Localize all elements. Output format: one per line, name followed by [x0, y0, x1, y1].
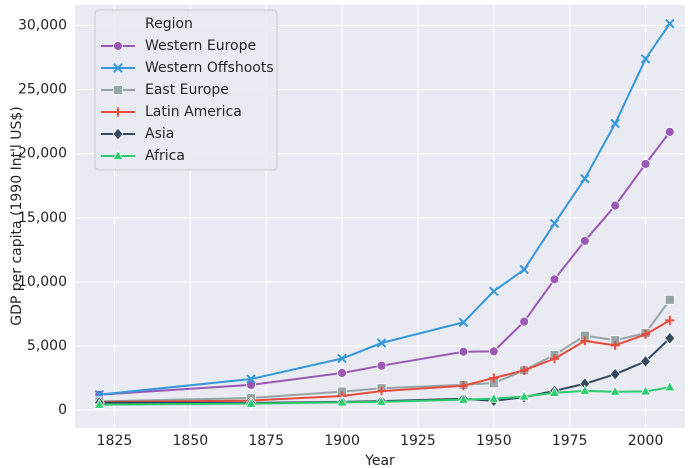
legend-label: Africa	[145, 148, 185, 164]
y-tick-label: 10,000	[18, 274, 67, 290]
marker	[113, 63, 123, 73]
x-tick-label: 1875	[248, 433, 284, 449]
legend-label: Western Offshoots	[145, 60, 274, 76]
x-axis-label: Year	[364, 453, 395, 468]
marker	[376, 338, 387, 348]
legend-label: Asia	[145, 126, 174, 142]
marker	[113, 85, 123, 95]
marker	[580, 173, 590, 184]
marker	[664, 294, 675, 305]
marker	[377, 386, 387, 396]
marker	[112, 127, 124, 141]
marker	[519, 264, 529, 275]
marker	[376, 360, 387, 371]
y-tick-label: 25,000	[18, 82, 67, 98]
marker	[550, 354, 560, 364]
x-tick-label: 1925	[400, 433, 436, 449]
legend-label: Western Europe	[145, 38, 256, 54]
lines	[93, 18, 676, 410]
legend-label: Latin America	[145, 104, 242, 120]
marker	[580, 336, 590, 346]
marker	[664, 381, 676, 392]
y-tick-label: 30,000	[18, 18, 67, 34]
marker	[549, 274, 560, 285]
legend-title: Region	[145, 16, 193, 32]
marker	[113, 41, 123, 51]
marker	[579, 235, 590, 246]
marker	[519, 365, 529, 375]
marker	[640, 54, 651, 64]
marker	[641, 329, 651, 339]
marker	[665, 18, 675, 29]
x-tick-label: 1975	[552, 433, 588, 449]
y-tick-label: 15,000	[18, 210, 67, 226]
marker	[489, 286, 499, 296]
y-tick-label: 5,000	[27, 338, 67, 354]
marker	[548, 386, 561, 397]
marker	[489, 373, 499, 383]
series-line	[99, 386, 670, 406]
x-tick-label: 1850	[173, 433, 209, 449]
series-line	[99, 319, 671, 403]
marker	[458, 381, 468, 391]
marker	[458, 346, 469, 357]
marker	[337, 353, 347, 364]
marker	[549, 218, 560, 229]
marker	[610, 118, 620, 129]
marker	[610, 200, 621, 211]
marker	[375, 395, 388, 406]
marker	[664, 331, 676, 345]
legend-label: East Europe	[145, 82, 229, 98]
series-line	[99, 131, 671, 396]
marker	[457, 393, 470, 404]
marker	[518, 390, 530, 401]
marker	[609, 367, 621, 381]
marker	[113, 107, 123, 117]
marker	[639, 385, 652, 396]
y-tick-label: 0	[58, 402, 67, 418]
marker	[640, 354, 652, 368]
marker	[609, 385, 621, 396]
legend: Region Western Europe Western Offshoots Ea…	[94, 9, 278, 171]
x-tick-label: 1950	[476, 433, 512, 449]
marker	[246, 374, 256, 384]
marker	[336, 396, 348, 407]
marker	[245, 397, 257, 408]
series-line	[99, 23, 671, 396]
marker	[610, 340, 620, 350]
marker	[458, 317, 469, 328]
marker	[488, 392, 500, 403]
marker	[337, 368, 347, 378]
legend-box	[94, 9, 278, 171]
marker	[664, 126, 675, 137]
marker	[640, 159, 651, 169]
series-line	[99, 299, 671, 403]
x-tick-label: 1825	[97, 433, 133, 449]
y-axis-label: GDP per capita (1990 Int'l US$)	[9, 106, 25, 326]
marker	[112, 149, 124, 160]
marker	[488, 346, 499, 357]
marker	[519, 316, 530, 327]
marker	[579, 384, 591, 395]
x-tick-label: 1900	[324, 433, 360, 449]
marker	[93, 398, 105, 409]
x-tick-label: 2000	[628, 433, 664, 449]
marker	[665, 315, 675, 325]
y-tick-label: 20,000	[18, 146, 67, 162]
